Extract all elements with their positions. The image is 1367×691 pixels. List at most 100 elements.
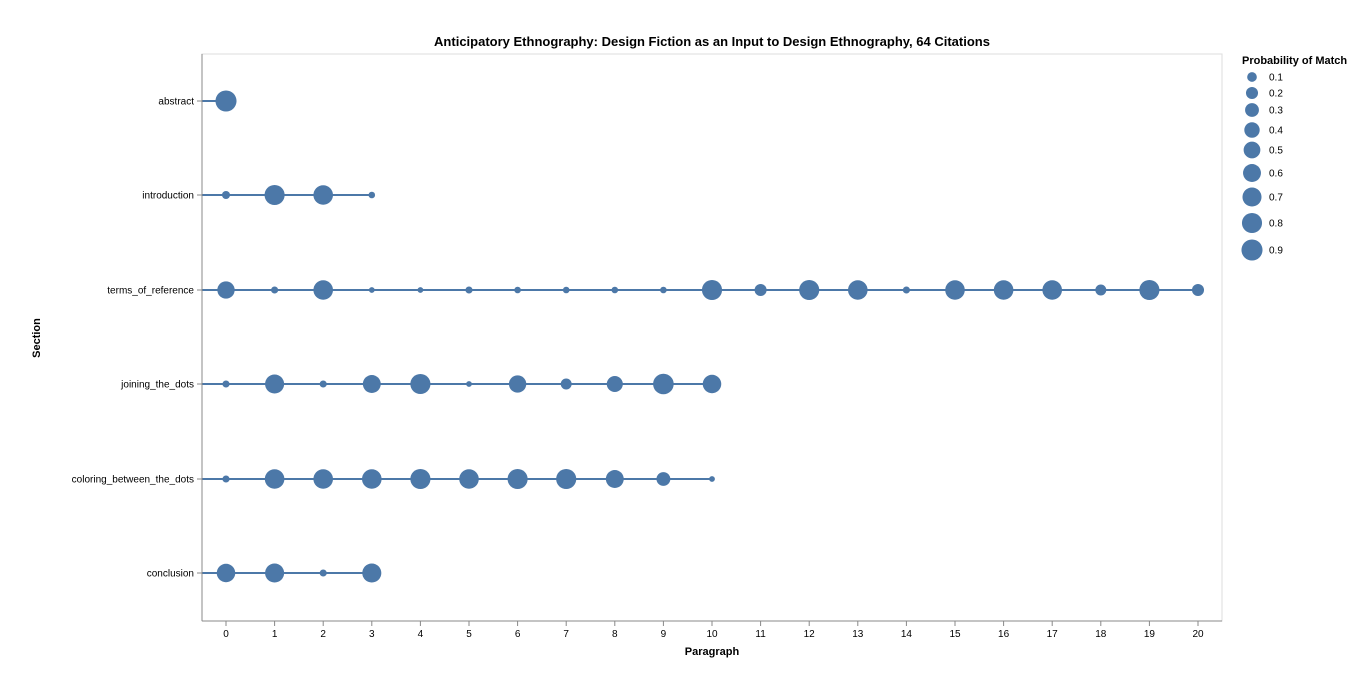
- data-point: [508, 375, 527, 393]
- legend-symbol: [1242, 187, 1262, 207]
- data-point: [222, 475, 230, 483]
- data-point: [264, 184, 285, 206]
- data-point: [313, 280, 333, 300]
- legend-symbol: [1247, 72, 1257, 82]
- y-axis-title: Section: [31, 318, 43, 358]
- data-point: [656, 472, 671, 486]
- data-point: [606, 375, 623, 393]
- x-tick-label: 7: [563, 629, 569, 640]
- data-point: [368, 287, 375, 293]
- data-point: [264, 469, 285, 489]
- x-tick-label: 10: [706, 629, 718, 640]
- legend-symbol: [1245, 86, 1259, 100]
- x-tick-label: 0: [223, 629, 229, 640]
- legend-label: 0.8: [1269, 219, 1283, 230]
- data-point: [1139, 279, 1160, 301]
- data-point: [560, 378, 572, 390]
- data-point: [653, 373, 674, 395]
- y-tick-label: introduction: [142, 191, 194, 202]
- legend-label: 0.9: [1269, 246, 1283, 257]
- data-point: [221, 190, 231, 200]
- data-point: [754, 283, 767, 297]
- data-point: [466, 381, 472, 387]
- x-tick-label: 1: [272, 629, 278, 640]
- data-point: [459, 469, 479, 489]
- y-tick-label: conclusion: [147, 569, 194, 580]
- axis-layer: 0 1 2 3 4 5 6 7 8 9 10 11 12 13 14 15 16 17 18 19 20abstract…: [72, 54, 1222, 640]
- series-coloring_between_the_dots: [202, 468, 715, 490]
- data-point: [417, 287, 424, 293]
- series-terms_of_reference: [202, 279, 1205, 301]
- series-conclusion: [202, 563, 382, 583]
- legend-label: 0.5: [1269, 146, 1283, 157]
- x-tick-label: 13: [852, 629, 864, 640]
- data-point: [216, 563, 236, 583]
- data-point: [562, 286, 570, 294]
- data-point: [702, 374, 722, 394]
- x-tick-label: 4: [418, 629, 424, 640]
- y-tick-label: coloring_between_the_dots: [72, 475, 194, 486]
- series-joining_the_dots: [202, 373, 722, 395]
- data-point: [319, 380, 327, 388]
- data-point: [556, 468, 577, 490]
- data-point: [362, 469, 382, 489]
- series-introduction: [202, 184, 376, 206]
- x-tick-label: 17: [1047, 629, 1059, 640]
- data-point: [507, 468, 528, 490]
- data-point: [1095, 284, 1107, 296]
- x-tick-label: 20: [1192, 629, 1204, 640]
- legend-symbol: [1243, 141, 1261, 159]
- chart-title: Anticipatory Ethnography: Design Fiction…: [434, 34, 990, 49]
- x-tick-label: 16: [998, 629, 1010, 640]
- data-point: [265, 374, 285, 394]
- legend-symbol: [1245, 103, 1259, 117]
- x-tick-label: 6: [515, 629, 521, 640]
- data-point: [313, 185, 333, 205]
- data-point: [945, 280, 965, 300]
- legend-symbol: [1241, 239, 1263, 261]
- series-abstract: [202, 90, 237, 112]
- x-tick-label: 14: [901, 629, 913, 640]
- legend-label: 0.1: [1269, 73, 1283, 84]
- x-tick-label: 12: [804, 629, 816, 640]
- legend-label: 0.2: [1269, 89, 1283, 100]
- x-tick-label: 11: [755, 629, 766, 640]
- data-point: [265, 563, 285, 583]
- data-point: [271, 286, 279, 294]
- legend-label: 0.3: [1269, 106, 1283, 117]
- data-point: [215, 90, 237, 112]
- data-point: [993, 280, 1014, 300]
- x-tick-label: 2: [320, 629, 326, 640]
- data-point: [319, 569, 327, 577]
- legend-label: 0.7: [1269, 193, 1283, 204]
- data-point: [660, 286, 667, 294]
- legend-symbol: [1243, 164, 1261, 182]
- y-tick-label: joining_the_dots: [120, 380, 194, 391]
- legend-label: 0.6: [1269, 169, 1283, 180]
- data-point: [848, 280, 868, 300]
- legend-label: 0.4: [1269, 126, 1283, 137]
- y-tick-label: abstract: [158, 97, 194, 108]
- x-tick-label: 3: [369, 629, 375, 640]
- legend-symbol: [1241, 212, 1263, 234]
- data-point: [362, 375, 381, 393]
- x-tick-label: 9: [661, 629, 667, 640]
- plot-frame: [201, 53, 1223, 622]
- series-layer: [202, 90, 1205, 583]
- data-point: [799, 279, 820, 301]
- y-tick-label: terms_of_reference: [107, 286, 194, 297]
- x-tick-label: 15: [949, 629, 961, 640]
- data-point: [611, 286, 619, 294]
- x-tick-label: 5: [466, 629, 472, 640]
- x-tick-label: 8: [612, 629, 618, 640]
- data-point: [902, 286, 910, 294]
- data-point: [368, 191, 376, 199]
- data-point: [1191, 283, 1205, 297]
- x-tick-label: 18: [1095, 629, 1107, 640]
- data-point: [514, 286, 521, 294]
- x-axis-title: Paragraph: [685, 646, 740, 658]
- data-point: [709, 476, 715, 482]
- data-point: [222, 380, 230, 388]
